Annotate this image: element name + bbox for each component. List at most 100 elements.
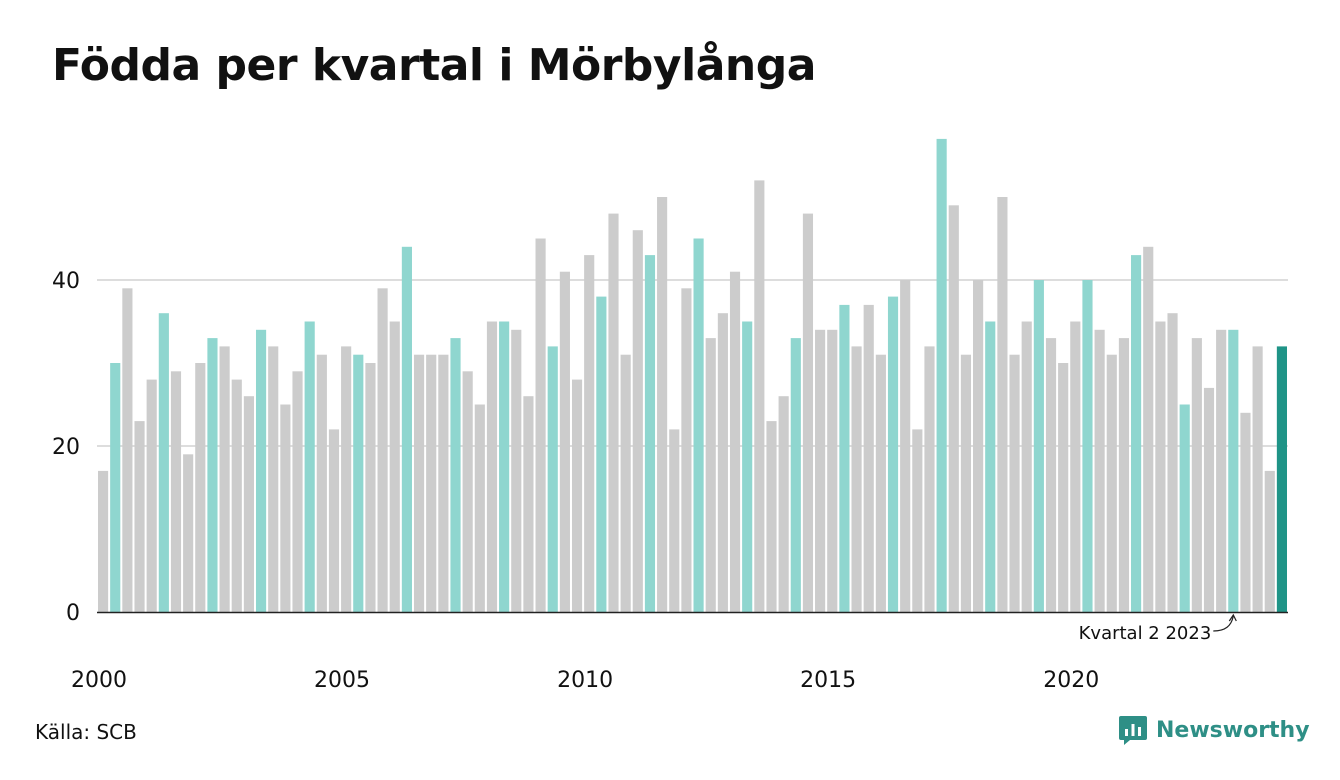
annotation-arrow [1213, 615, 1234, 632]
source-note: Källa: SCB [35, 720, 137, 744]
bar [608, 213, 619, 612]
bar [948, 205, 959, 613]
bar [1167, 313, 1178, 612]
bar [255, 329, 267, 612]
bar [1058, 363, 1069, 612]
bar [1131, 255, 1142, 612]
bar [815, 329, 826, 612]
bar [328, 429, 340, 612]
bar [985, 321, 996, 612]
newsworthy-logo-icon [1119, 716, 1147, 745]
bar [316, 354, 327, 612]
bar [571, 379, 583, 612]
bar [195, 363, 206, 612]
bar [98, 470, 109, 612]
bar [717, 313, 728, 612]
bar [584, 255, 595, 612]
y-tick-label: 0 [66, 601, 80, 626]
bar [863, 304, 874, 612]
bar [1094, 329, 1105, 612]
bar [1082, 280, 1093, 612]
bar [632, 230, 643, 612]
annotation-arrowhead [1228, 613, 1237, 622]
bar [389, 321, 400, 612]
bar [511, 329, 522, 612]
bar [183, 454, 194, 612]
bar [486, 321, 498, 612]
bar [742, 321, 753, 612]
brand-name: Newsworthy [1156, 717, 1310, 743]
bar [1216, 329, 1227, 612]
bars [98, 138, 1287, 613]
bar [705, 338, 716, 612]
x-tick-label: 2015 [800, 668, 856, 693]
bar [304, 321, 315, 612]
bar [219, 346, 230, 612]
bar [778, 396, 789, 612]
bar [1021, 321, 1032, 612]
y-tick-labels: 0 20 40 [52, 269, 80, 626]
bar [1203, 387, 1215, 612]
bar [754, 180, 765, 612]
bar [693, 238, 704, 612]
x-tick-labels: 2000 2005 2010 2015 2020 [71, 668, 1099, 693]
bar [1155, 321, 1166, 612]
bar [681, 288, 692, 612]
bar [122, 288, 133, 612]
bar [1070, 321, 1081, 612]
bar [438, 354, 449, 612]
bar [924, 346, 935, 612]
bar [1009, 354, 1020, 612]
bar [1240, 412, 1251, 612]
bar [499, 321, 510, 612]
bar [559, 271, 570, 612]
bar [158, 313, 169, 612]
bar [1179, 404, 1190, 612]
bar [936, 138, 947, 612]
bar [875, 354, 886, 612]
bar [802, 213, 814, 612]
bar [657, 197, 668, 612]
bar [912, 429, 923, 612]
bar [268, 346, 279, 612]
bar [547, 346, 558, 612]
bar [766, 421, 777, 612]
bar [365, 363, 376, 612]
bar [1228, 329, 1239, 612]
bar [523, 396, 534, 612]
bar [729, 271, 741, 612]
bar [474, 404, 485, 612]
bar [426, 354, 437, 612]
bar [231, 379, 242, 612]
bar [450, 338, 461, 612]
bar [292, 371, 303, 612]
y-tick-label: 40 [52, 269, 80, 294]
bar [960, 354, 972, 612]
bar [462, 371, 473, 612]
bar [243, 396, 254, 612]
y-tick-label: 20 [52, 435, 80, 460]
bar [596, 296, 607, 612]
bar [644, 255, 656, 612]
bar [887, 296, 899, 612]
bar [341, 346, 352, 612]
bar [997, 197, 1008, 612]
x-tick-label: 2005 [314, 668, 370, 693]
bar [134, 421, 145, 612]
bar [1106, 354, 1117, 612]
bar [900, 280, 911, 612]
x-tick-label: 2020 [1043, 668, 1099, 693]
bar [280, 404, 291, 612]
bar [1045, 338, 1057, 612]
bar [1033, 280, 1044, 612]
bar [1276, 346, 1287, 612]
bar [146, 379, 157, 612]
bar [973, 280, 984, 612]
bar [1252, 346, 1263, 612]
x-tick-label: 2000 [71, 668, 127, 693]
bar [413, 354, 425, 612]
bar [839, 304, 850, 612]
annotation-label: Kvartal 2 2023 [1079, 623, 1212, 644]
bar [1264, 470, 1275, 612]
